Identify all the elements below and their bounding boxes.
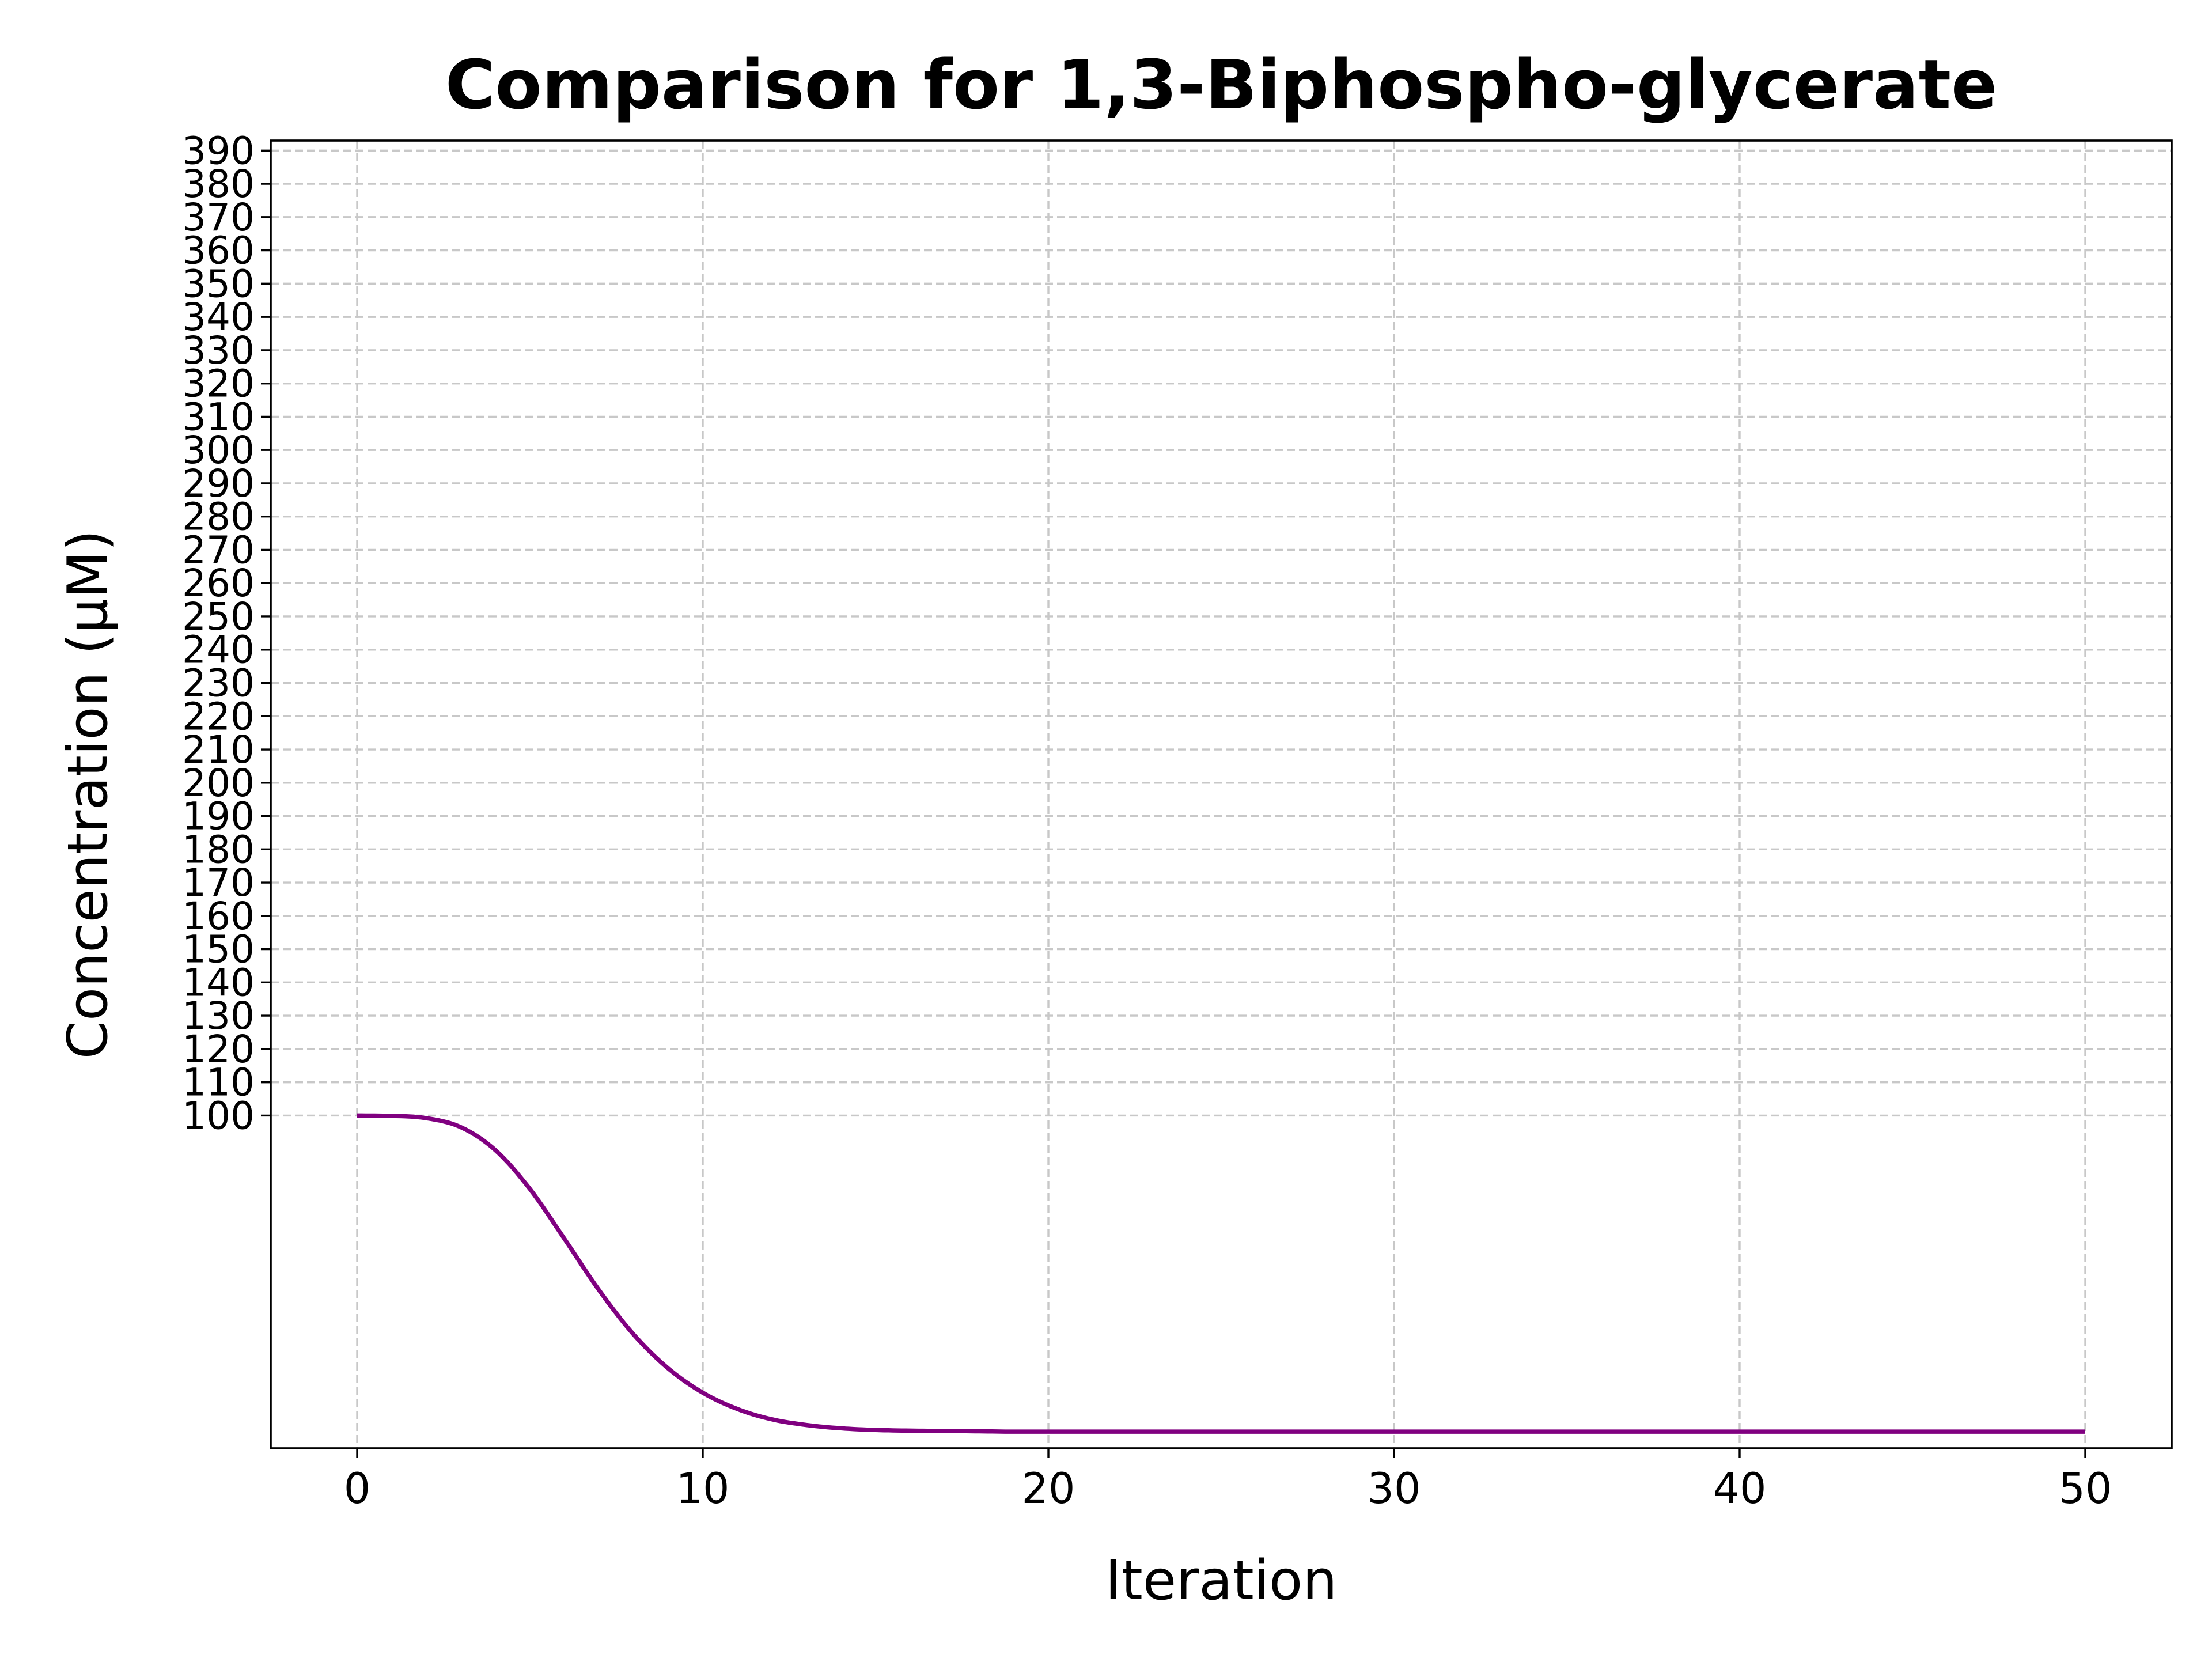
y-tick-label: 150 <box>182 927 255 972</box>
y-tick-label: 350 <box>182 262 255 306</box>
grid <box>271 141 2172 1448</box>
chart-title: Comparison for 1,3-Biphospho-glycerate <box>445 45 1997 124</box>
y-tick-label: 210 <box>182 728 255 772</box>
y-tick-label: 110 <box>182 1061 255 1105</box>
y-tick-label: 300 <box>182 428 255 472</box>
y-tick-label: 200 <box>182 761 255 805</box>
y-axis-label: Concentration (μM) <box>56 530 120 1059</box>
y-tick-label: 130 <box>182 994 255 1038</box>
x-axis-label: Iteration <box>1105 1549 1338 1612</box>
x-tick-label: 0 <box>344 1464 370 1513</box>
y-tick-label: 260 <box>182 561 255 605</box>
y-tick-label: 380 <box>182 162 255 206</box>
y-tick-label: 250 <box>182 595 255 639</box>
y-tick-label: 290 <box>182 461 255 506</box>
y-tick-label: 240 <box>182 628 255 672</box>
plot-area-frame <box>270 139 2173 1449</box>
x-tick-label: 40 <box>1713 1464 1767 1513</box>
y-tick-label: 280 <box>182 495 255 539</box>
y-tick-label: 220 <box>182 694 255 739</box>
y-tick-label: 320 <box>182 362 255 406</box>
y-tick-label: 170 <box>182 861 255 905</box>
y-tick-label: 360 <box>182 229 255 273</box>
x-tick-label: 30 <box>1368 1464 1421 1513</box>
y-tick-label: 310 <box>182 395 255 439</box>
y-tick-label: 160 <box>182 894 255 938</box>
y-tick-label: 390 <box>182 128 255 173</box>
y-tick-label: 100 <box>182 1093 255 1138</box>
y-tick-label: 340 <box>182 295 255 339</box>
y-tick-label: 370 <box>182 195 255 240</box>
y-tick-label: 140 <box>182 960 255 1005</box>
x-tick-label: 50 <box>2059 1464 2112 1513</box>
series-line-0 <box>357 1113 2085 1434</box>
y-tick-label: 190 <box>182 794 255 839</box>
x-tick-label: 20 <box>1022 1464 1075 1513</box>
y-tick-label: 230 <box>182 661 255 706</box>
y-tick-label: 330 <box>182 328 255 373</box>
y-axis: 1001101201301401501601701801902002102202… <box>182 128 271 1138</box>
x-axis: 0 10 20 30 40 50 <box>344 1448 2112 1513</box>
y-tick-label: 270 <box>182 528 255 572</box>
y-tick-label: 120 <box>182 1027 255 1072</box>
series-layer <box>357 1113 2085 1434</box>
x-tick-label: 10 <box>676 1464 730 1513</box>
y-tick-label: 180 <box>182 827 255 872</box>
